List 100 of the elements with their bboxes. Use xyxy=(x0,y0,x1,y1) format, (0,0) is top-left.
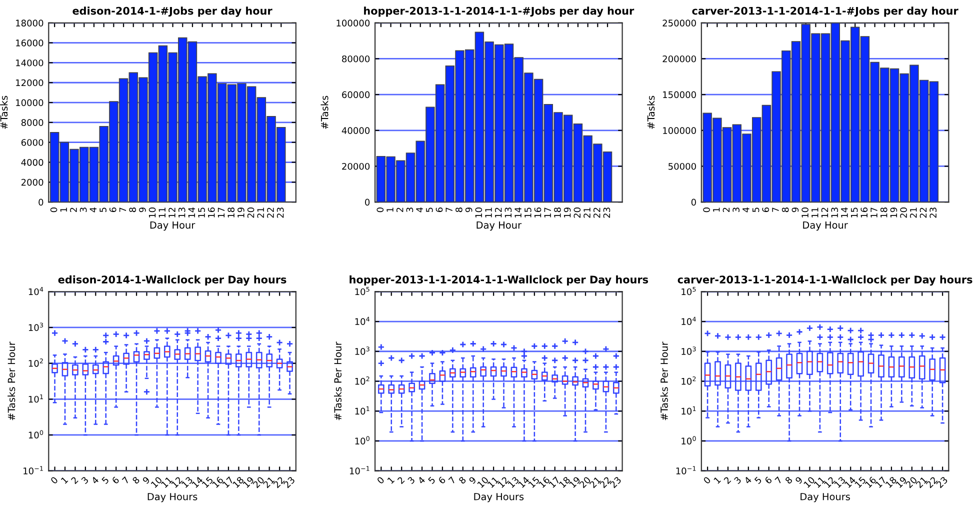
x-tick-label: 17 xyxy=(874,476,887,488)
x-tick-label: 8 xyxy=(782,208,789,212)
x-tick-label: 11 xyxy=(812,208,818,218)
x-tick-label: 20 xyxy=(247,208,254,218)
y-tick-label: 10$^{5}$ xyxy=(355,286,370,296)
y-tick-label: 10$^{−1}$ xyxy=(676,466,696,474)
x-tick-label: 6 xyxy=(112,476,120,484)
x-tick-label: 4 xyxy=(91,476,100,484)
x-tick-label: 15 xyxy=(851,208,858,218)
x-tick-label: 1 xyxy=(713,208,720,212)
x-tick-label: 2 xyxy=(70,476,78,484)
x-tick-label: 18 xyxy=(228,208,234,218)
y-tick-label: 12000 xyxy=(16,79,44,86)
y-tick-label: 0 xyxy=(365,198,370,206)
x-tick-label: 13 xyxy=(508,476,520,488)
x-tick-label: 10 xyxy=(150,476,162,488)
x-tick-label: 17 xyxy=(548,476,560,488)
y-tick-label: 60000 xyxy=(342,91,370,98)
x-tick-label: 15 xyxy=(854,476,866,488)
x-tick-label: 6 xyxy=(762,208,770,212)
x-tick-label: 12 xyxy=(497,476,509,488)
x-tick-label: 11 xyxy=(158,208,166,218)
x-tick-label: 9 xyxy=(465,208,472,212)
y-tick-label: 0 xyxy=(38,198,44,206)
x-tick-label: 11 xyxy=(487,476,499,488)
x-tick-label: 20 xyxy=(252,476,265,488)
y-tick-label: 14000 xyxy=(16,59,44,66)
y-tick-label: 40000 xyxy=(342,127,370,134)
y-tick-label: 10$^{2}$ xyxy=(355,376,370,385)
x-tick-label: 22 xyxy=(272,476,285,488)
x-tick-label: 16 xyxy=(860,208,868,218)
x-tick-label: 1 xyxy=(60,208,67,212)
y-axis-title: #Tasks xyxy=(647,96,655,129)
y-tick-label: 16000 xyxy=(16,40,44,46)
y-tick-label: 10$^{4}$ xyxy=(682,316,696,326)
x-tick-label: 22 xyxy=(920,208,927,218)
y-tick-label: 150000 xyxy=(663,91,696,98)
x-tick-label: 0 xyxy=(376,476,385,484)
chart-title: edison-2014-1-#Jobs per day hour xyxy=(72,6,272,17)
x-tick-label: 8 xyxy=(456,208,462,212)
chart-title: carver-2013-1-1-2014-1-1-#Jobs per day hour xyxy=(692,6,958,17)
y-tick-label: 2000 xyxy=(21,178,44,186)
y-axis-title: #Tasks Per Hour xyxy=(660,342,668,420)
y-tick-label: 10$^{1}$ xyxy=(355,406,370,415)
x-tick-label: 14 xyxy=(192,476,204,488)
y-tick-label: 10$^{4}$ xyxy=(28,286,44,296)
x-tick-label: 7 xyxy=(448,476,456,484)
x-tick-label: 13 xyxy=(504,208,512,218)
x-tick-label: 17 xyxy=(222,476,234,488)
x-tick-label: 19 xyxy=(890,208,898,218)
x-tick-label: 11 xyxy=(160,476,172,488)
x-tick-label: 12 xyxy=(821,208,828,218)
x-axis-title: Day Hour xyxy=(150,222,196,231)
y-tick-label: 10$^{−1}$ xyxy=(24,466,43,474)
x-tick-label: 11 xyxy=(485,208,492,218)
x-tick-label: 6 xyxy=(764,476,772,484)
x-tick-label: 19 xyxy=(895,476,908,488)
x-tick-label: 13 xyxy=(181,476,194,488)
x-tick-label: 21 xyxy=(584,208,590,218)
x-tick-label: 13 xyxy=(178,208,186,218)
chart-title: edison-2014-1-Wallclock per Day hours xyxy=(58,275,286,286)
x-tick-label: 10 xyxy=(477,476,489,488)
x-tick-label: 8 xyxy=(784,476,793,484)
x-tick-label: 4 xyxy=(417,476,426,484)
x-tick-label: 7 xyxy=(446,208,452,212)
x-tick-label: 13 xyxy=(831,208,838,218)
x-tick-label: 8 xyxy=(132,476,140,484)
x-tick-label: 0 xyxy=(702,476,712,484)
x-tick-label: 19 xyxy=(568,476,581,488)
chart-title: carver-2013-1-1-2014-1-1-Wallclock per Day hours xyxy=(678,275,972,286)
x-tick-label: 4 xyxy=(744,476,752,484)
x-tick-label: 5 xyxy=(101,476,110,484)
x-tick-label: 5 xyxy=(428,476,436,484)
x-axis-title: Day Hour xyxy=(803,222,848,231)
x-axis-title: Day Hours xyxy=(148,493,198,502)
x-tick-label: 4 xyxy=(90,207,96,212)
y-tick-label: 10$^{2}$ xyxy=(28,358,43,367)
x-tick-label: 21 xyxy=(257,208,264,218)
x-tick-label: 22 xyxy=(926,476,938,488)
x-tick-label: 1 xyxy=(386,208,394,212)
x-tick-label: 10 xyxy=(802,208,808,218)
x-tick-label: 16 xyxy=(538,476,550,488)
y-tick-label: 10$^{3}$ xyxy=(355,346,370,355)
x-tick-label: 1 xyxy=(60,476,68,484)
y-tick-label: 4000 xyxy=(21,158,44,166)
x-tick-label: 2 xyxy=(397,476,405,484)
x-axis-title: Day Hours xyxy=(474,493,524,502)
x-tick-label: 14 xyxy=(844,476,856,488)
chart-title: hopper-2013-1-1-2014-1-1-#Jobs per day hour xyxy=(364,6,634,17)
x-tick-label: 14 xyxy=(188,207,195,218)
x-tick-label: 20 xyxy=(900,208,907,218)
x-tick-label: 18 xyxy=(554,208,561,218)
x-tick-label: 17 xyxy=(544,208,551,218)
x-tick-label: 18 xyxy=(880,208,888,218)
y-tick-label: 10$^{0}$ xyxy=(28,430,44,438)
y-tick-label: 10$^{0}$ xyxy=(682,436,696,444)
y-axis-title: #Tasks Per Hour xyxy=(8,342,16,420)
x-tick-label: 22 xyxy=(599,476,612,488)
x-tick-label: 10 xyxy=(803,476,816,488)
x-tick-label: 14 xyxy=(841,207,848,218)
